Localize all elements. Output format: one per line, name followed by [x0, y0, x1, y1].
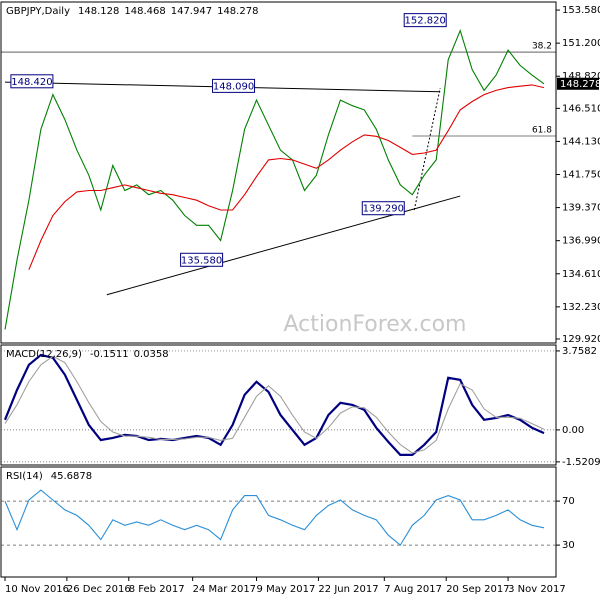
- series-line: [4, 489, 545, 546]
- fib-label: 38.2: [532, 42, 552, 52]
- x-tick-label: 24 Mar 2017: [193, 584, 256, 595]
- series-line: [28, 84, 545, 270]
- price-label-box: [403, 13, 447, 28]
- y-tick-label: 141.750: [562, 170, 600, 181]
- price-label: 152.820: [405, 16, 446, 27]
- watermark: ActionForex.com: [284, 312, 467, 337]
- header-value: 148.278: [217, 6, 258, 17]
- projection-line: [413, 87, 441, 211]
- last-price: 148.278: [560, 79, 600, 90]
- y-tick-label: 136.990: [562, 236, 600, 247]
- panel-title: MACD(12,26,9): [6, 349, 82, 360]
- header-value: -0.1511: [90, 349, 129, 360]
- series-line: [3, 353, 545, 456]
- y-tick-label: 3.7582: [562, 346, 597, 357]
- y-tick-label: 148.820: [562, 71, 600, 82]
- y-tick-label: 144.130: [562, 136, 600, 147]
- price-label: 135.580: [181, 255, 222, 266]
- y-tick-label: 134.610: [562, 269, 600, 280]
- header-value: 148.468: [124, 6, 165, 17]
- y-tick-label: 132.230: [562, 302, 600, 313]
- price-label: 148.090: [213, 81, 254, 92]
- y-tick-label: -1.5209: [562, 457, 600, 468]
- x-tick-label: 26 Dec 2016: [67, 584, 131, 595]
- panel-frame: [0, 344, 557, 466]
- price-label-box: [212, 78, 256, 93]
- trendline: [106, 195, 461, 296]
- y-tick-label: 146.510: [562, 103, 600, 114]
- price-label-box: [361, 201, 405, 216]
- panel-title: RSI(14): [6, 471, 43, 482]
- y-tick-label: 139.370: [562, 203, 600, 214]
- header-value: 0.0358: [134, 349, 169, 360]
- price-label-box: [180, 252, 224, 267]
- panel-title: GBPJPY,Daily: [6, 6, 70, 17]
- y-tick-label: 129.920: [562, 334, 600, 345]
- header-value: 45.6878: [51, 471, 92, 482]
- x-tick-label: 20 Sep 2017: [446, 584, 509, 595]
- panel-frame: [0, 466, 557, 578]
- price-label-box: [10, 74, 54, 89]
- x-tick-label: 22 Jun 2017: [318, 584, 378, 595]
- panel-frame: [0, 1, 557, 344]
- x-tick-label: 9 May 2017: [257, 584, 316, 595]
- fib-label: 61.8: [532, 126, 552, 136]
- series-line: [4, 355, 545, 454]
- price-label: 148.420: [11, 77, 52, 88]
- price-label: 139.290: [363, 204, 404, 215]
- series-line: [4, 28, 545, 330]
- x-tick-label: 7 Aug 2017: [384, 584, 442, 595]
- header-value: 148.128: [78, 6, 119, 17]
- last-price-box: [557, 77, 599, 90]
- x-tick-label: 3 Nov 2017: [508, 584, 566, 595]
- x-tick-label: 10 Nov 2016: [5, 584, 69, 595]
- y-tick-label: 151.200: [562, 38, 600, 49]
- y-tick-label: 70: [562, 496, 575, 507]
- y-tick-label: 0.00: [562, 425, 584, 436]
- x-tick-label: 8 Feb 2017: [129, 584, 185, 595]
- y-tick-label: 30: [562, 540, 575, 551]
- header-value: 147.947: [171, 6, 212, 17]
- y-tick-label: 153.580: [562, 5, 600, 16]
